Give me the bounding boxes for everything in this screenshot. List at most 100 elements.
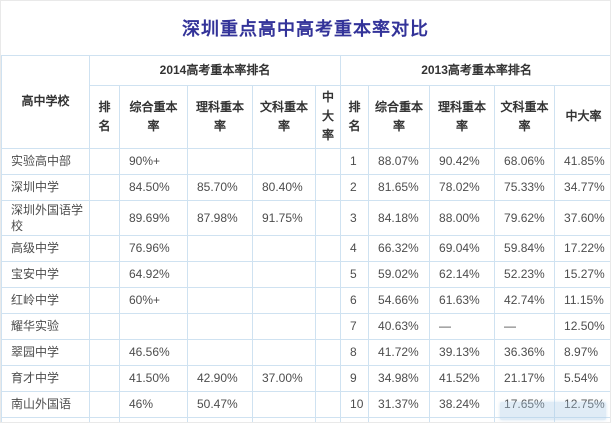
value-cell <box>89 147 120 175</box>
value-cell: 59.02% <box>368 260 431 288</box>
value-cell <box>187 147 253 175</box>
value-cell: 46.56% <box>119 338 188 366</box>
value-cell: 89.69% <box>119 199 188 236</box>
school-name-cell: 宝安中学 <box>1 260 90 288</box>
group-header-row: 高中学校 2014高考重本率排名 2013高考重本率排名 <box>1 55 610 149</box>
value-cell: 23.20% <box>429 416 496 422</box>
value-cell <box>252 390 316 418</box>
value-cell <box>187 260 253 288</box>
value-cell: 60%+ <box>119 286 188 314</box>
value-cell: 42.90% <box>187 364 253 392</box>
value-cell: 37.60% <box>554 199 610 236</box>
value-cell: 3 <box>340 199 370 236</box>
value-cell: 21.17% <box>494 364 556 392</box>
school-name-cell: 深大附中 <box>1 416 90 422</box>
value-cell: 91.75% <box>252 199 316 236</box>
column-header-2014-overall: 综合重本 率 <box>119 85 188 149</box>
column-header-2013-overall: 综合重本 率 <box>368 85 431 149</box>
value-cell <box>314 338 342 366</box>
column-header-2014-rank: 排 名 <box>89 85 120 149</box>
value-cell <box>89 312 120 340</box>
value-cell: 46% <box>119 390 188 418</box>
school-name-cell: 深圳中学 <box>1 173 90 201</box>
school-name-cell: 耀华实验 <box>1 312 90 340</box>
value-cell: 90.42% <box>429 147 496 175</box>
value-cell <box>187 312 253 340</box>
value-cell <box>89 260 120 288</box>
value-cell: 17.65% <box>494 390 556 418</box>
school-name-cell: 高级中学 <box>1 234 90 262</box>
value-cell <box>252 338 316 366</box>
value-cell: 76.96% <box>119 234 188 262</box>
value-cell <box>89 199 120 236</box>
value-cell: 37.00% <box>252 364 316 392</box>
value-cell <box>187 286 253 314</box>
column-header-2013-science: 理科重本 率 <box>429 85 496 149</box>
table-row: 耀华实验 7 40.63% — —12.50% <box>1 312 610 340</box>
value-cell <box>89 234 120 262</box>
value-cell <box>252 286 316 314</box>
value-cell <box>119 312 188 340</box>
value-cell: 8.97% <box>554 338 610 366</box>
school-name-cell: 实验高中部 <box>1 147 90 175</box>
value-cell: 10 <box>340 390 370 418</box>
value-cell <box>314 260 342 288</box>
value-cell: 34.98% <box>368 364 431 392</box>
value-cell: 59.84% <box>494 234 556 262</box>
value-cell: 40.63% <box>368 312 431 340</box>
value-cell: 11 <box>340 416 370 422</box>
value-cell: 42.74% <box>494 286 556 314</box>
value-cell: 64.92% <box>119 260 188 288</box>
table-row: 高级中学 76.96% 4 66.32% 69.04% 59.84% 17.22% <box>1 234 610 262</box>
value-cell: 52.23% <box>494 260 556 288</box>
watermark <box>500 402 606 420</box>
value-cell <box>252 260 316 288</box>
comparison-table: 高中学校 2014高考重本率排名 2013高考重本率排名 排 名 综合重本 率 … <box>1 55 610 422</box>
value-cell: 69.04% <box>429 234 496 262</box>
school-name-cell: 育才中学 <box>1 364 90 392</box>
value-cell: 15.27% <box>554 260 610 288</box>
value-cell: 12.50% <box>554 312 610 340</box>
value-cell: 78.02% <box>429 173 496 201</box>
value-cell: 31.37% <box>368 390 431 418</box>
school-name-cell: 深圳外国语学校 <box>1 199 90 236</box>
value-cell: 25.41% <box>368 416 431 422</box>
value-cell: 41.85% <box>554 147 610 175</box>
group-header-2013: 2013高考重本率排名 <box>340 55 610 86</box>
table-row: 翠园中学 46.56% 8 41.72% 39.13% 36.36% 8.97% <box>1 338 610 366</box>
value-cell: 34.77% <box>554 173 610 201</box>
value-cell: 4 <box>340 234 370 262</box>
value-cell <box>187 234 253 262</box>
value-cell: 68.06% <box>494 147 556 175</box>
value-cell: 27.60% <box>252 416 316 422</box>
value-cell: 42.40% <box>119 416 188 422</box>
column-header-school: 高中学校 <box>1 55 90 149</box>
value-cell: 5.54% <box>554 364 610 392</box>
value-cell: 88.00% <box>429 199 496 236</box>
value-cell: 41.50% <box>119 364 188 392</box>
column-header-2013-arts: 文科重本 率 <box>494 85 556 149</box>
value-cell <box>89 416 120 422</box>
value-cell <box>89 286 120 314</box>
value-cell <box>314 234 342 262</box>
value-cell: 11.15% <box>554 286 610 314</box>
value-cell: — <box>494 312 556 340</box>
value-cell: 17.22% <box>554 234 610 262</box>
table-row: 实验高中部 90%+ 1 88.07% 90.42% 68.06% 41.85% <box>1 147 610 175</box>
value-cell: 36.36% <box>494 338 556 366</box>
value-cell: 62.14% <box>429 260 496 288</box>
value-cell: 12.75% <box>554 390 610 418</box>
value-cell: 2.76% <box>554 416 610 422</box>
value-cell <box>314 312 342 340</box>
column-header-2013-rank: 排 名 <box>340 85 370 149</box>
value-cell: 39.13% <box>429 338 496 366</box>
value-cell <box>314 147 342 175</box>
value-cell: 54.66% <box>368 286 431 314</box>
school-name-cell: 南山外国语 <box>1 390 90 418</box>
column-header-2014-arts: 文科重本 率 <box>252 85 316 149</box>
value-cell: 38.24% <box>429 390 496 418</box>
value-cell: 61.63% <box>429 286 496 314</box>
value-cell <box>314 199 342 236</box>
value-cell: 85.70% <box>187 173 253 201</box>
